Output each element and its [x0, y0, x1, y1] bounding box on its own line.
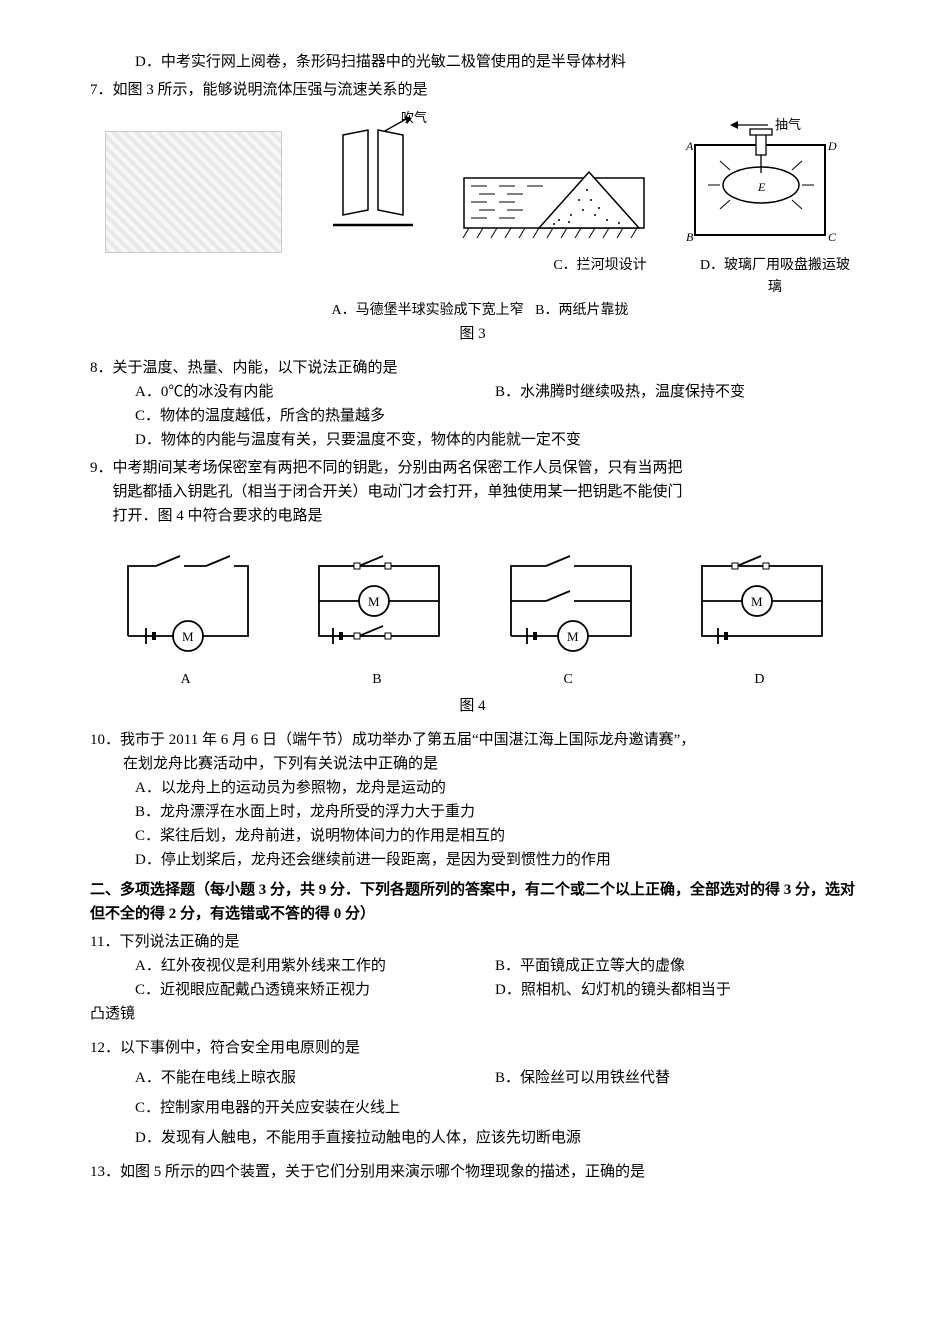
q7-fig-c — [459, 160, 649, 253]
q7-fig-d: 抽气 A D B C E — [680, 115, 840, 253]
q7-fig-a — [105, 131, 282, 253]
q10-stem-2: 在划龙舟比赛活动中，下列有关说法中正确的是 — [90, 752, 855, 776]
svg-text:M: M — [368, 594, 380, 609]
dam-svg — [459, 160, 649, 245]
q10-a: A．以龙舟上的运动员为参照物，龙舟是运动的 — [135, 776, 855, 800]
question-13: 13．如图 5 所示的四个装置，关于它们分别用来演示哪个物理现象的描述，正确的是 — [90, 1160, 855, 1184]
question-7: 7．如图 3 所示，能够说明流体压强与流速关系的是 吹气 — [90, 78, 855, 346]
q7-fig-b: 吹气 — [313, 110, 428, 253]
q11-tail: 凸透镜 — [90, 1002, 855, 1026]
q7-cap-b: B．两纸片靠拢 — [535, 303, 628, 318]
svg-text:D: D — [827, 139, 837, 153]
q6-option-d: D．中考实行网上阅卷，条形码扫描器中的光敏二极管使用的是半导体材料 — [90, 50, 855, 74]
magdeburg-image — [105, 131, 282, 253]
q8-stem: 8．关于温度、热量、内能，以下说法正确的是 — [90, 356, 855, 380]
q9-label-c: C — [491, 669, 646, 691]
q9-circuit-c: M C — [491, 546, 646, 691]
q11-a: A．红外夜视仪是利用紫外线来工作的 — [135, 954, 495, 978]
q12-stem: 12．以下事例中，符合安全用电原则的是 — [90, 1036, 855, 1060]
q9-circuit-b: M B — [299, 546, 454, 691]
q11-d: D．照相机、幻灯机的镜头都相当于 — [495, 978, 731, 1002]
q9-stem-3: 打开．图 4 中符合要求的电路是 — [90, 504, 855, 528]
q9-stem-1: 9．中考期间某考场保密室有两把不同的钥匙，分别由两名保密工作人员保管，只有当两把 — [90, 456, 855, 480]
section-2-heading: 二、多项选择题（每小题 3 分，共 9 分．下列各题所列的答案中，有二个或二个以… — [90, 878, 855, 926]
svg-text:M: M — [567, 629, 579, 644]
q9-label-b: B — [299, 669, 454, 691]
q12-b: B．保险丝可以用铁丝代替 — [495, 1066, 670, 1090]
svg-text:M: M — [182, 629, 194, 644]
q11-stem: 11．下列说法正确的是 — [90, 930, 855, 954]
question-9: 9．中考期间某考场保密室有两把不同的钥匙，分别由两名保密工作人员保管，只有当两把… — [90, 456, 855, 717]
question-12: 12．以下事例中，符合安全用电原则的是 A．不能在电线上晾衣服 B．保险丝可以用… — [90, 1036, 855, 1150]
q12-d: D．发现有人触电，不能用手直接拉动触电的人体，应该先切断电源 — [135, 1126, 855, 1150]
q7-cap-a: A．马德堡半球实验 — [332, 303, 454, 318]
q7-cap-c-sub: 成下宽上窄 — [454, 303, 524, 318]
q9-fig-label: 图 4 — [90, 694, 855, 718]
q10-stem-1: 10．我市于 2011 年 6 月 6 日（端午节）成功举办了第五届“中国湛江海… — [90, 728, 855, 752]
q9-label-a: A — [108, 669, 263, 691]
blow-label: 吹气 — [401, 110, 427, 125]
q10-c: C．桨往后划，龙舟前进，说明物体间力的作用是相互的 — [135, 824, 855, 848]
q9-label-d: D — [682, 669, 837, 691]
q8-b: B．水沸腾时继续吸热，温度保持不变 — [495, 380, 745, 404]
q7-fig-label: 图 3 — [90, 322, 855, 346]
q11-c: C．近视眼应配戴凸透镜来矫正视力 — [135, 978, 495, 1002]
question-11: 11．下列说法正确的是 A．红外夜视仪是利用紫外线来工作的 B．平面镜成正立等大… — [90, 930, 855, 1002]
suction-svg: 抽气 A D B C E — [680, 115, 840, 245]
q9-circuits-row: M A — [90, 546, 855, 691]
q9-circuit-d: M D — [682, 546, 837, 691]
q12-c: C．控制家用电器的开关应安装在火线上 — [135, 1096, 855, 1120]
q7-cap-c: C．拦河坝设计 — [505, 255, 695, 277]
q9-circuit-a: M A — [108, 546, 263, 691]
svg-text:M: M — [751, 594, 763, 609]
q12-a: A．不能在电线上晾衣服 — [135, 1066, 495, 1090]
q10-d: D．停止划桨后，龙舟还会继续前进一段距离，是因为受到惯性力的作用 — [135, 848, 855, 872]
q8-c: C．物体的温度越低，所含的热量越多 — [135, 404, 855, 428]
question-8: 8．关于温度、热量、内能，以下说法正确的是 A．0℃的冰没有内能 B．水沸腾时继… — [90, 356, 855, 452]
pump-label: 抽气 — [775, 117, 801, 132]
q11-b: B．平面镜成正立等大的虚像 — [495, 954, 685, 978]
q8-a: A．0℃的冰没有内能 — [135, 380, 495, 404]
q10-b: B．龙舟漂浮在水面上时，龙舟所受的浮力大于重力 — [135, 800, 855, 824]
question-10: 10．我市于 2011 年 6 月 6 日（端午节）成功举办了第五届“中国湛江海… — [90, 728, 855, 872]
q7-stem: 7．如图 3 所示，能够说明流体压强与流速关系的是 — [90, 78, 855, 102]
svg-text:A: A — [685, 139, 694, 153]
q8-d: D．物体的内能与温度有关，只要温度不变，物体的内能就一定不变 — [135, 428, 855, 452]
q13-stem: 13．如图 5 所示的四个装置，关于它们分别用来演示哪个物理现象的描述，正确的是 — [90, 1160, 855, 1184]
q7-cap-d: D．玻璃厂用吸盘搬运玻璃 — [695, 255, 855, 300]
svg-text:E: E — [757, 180, 766, 194]
q9-stem-2: 钥匙都插入钥匙孔（相当于闭合开关）电动门才会打开，单独使用某一把钥匙不能使门 — [90, 480, 855, 504]
svg-text:C: C — [828, 230, 837, 244]
q7-figure-row: 吹气 — [90, 110, 855, 253]
svg-text:B: B — [686, 230, 694, 244]
paper-sheets-svg: 吹气 — [313, 110, 428, 245]
